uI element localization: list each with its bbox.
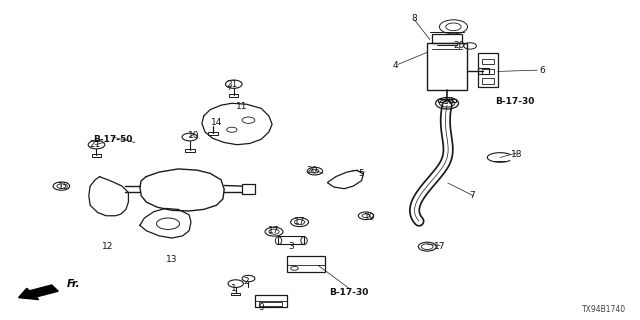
- Bar: [438, 99, 456, 102]
- Bar: [207, 132, 218, 135]
- Text: B-17-30: B-17-30: [329, 288, 369, 297]
- Bar: [259, 302, 282, 306]
- Bar: [478, 68, 488, 74]
- FancyArrow shape: [19, 285, 58, 300]
- Text: 5: 5: [358, 169, 364, 178]
- Bar: [242, 184, 255, 195]
- Bar: [184, 149, 195, 152]
- Text: 13: 13: [166, 255, 177, 264]
- Text: 1: 1: [231, 284, 237, 292]
- Text: B-17-50: B-17-50: [93, 135, 132, 144]
- Bar: [255, 295, 287, 307]
- Bar: [432, 34, 463, 43]
- Text: 17: 17: [294, 217, 305, 226]
- Text: 8: 8: [412, 14, 417, 23]
- Text: 20: 20: [454, 41, 465, 51]
- Text: Fr.: Fr.: [67, 279, 80, 289]
- Text: 15: 15: [58, 182, 69, 191]
- Bar: [287, 256, 325, 272]
- Text: TX94B1740: TX94B1740: [582, 305, 627, 314]
- Text: 21: 21: [226, 80, 237, 89]
- Bar: [481, 69, 494, 74]
- Text: 21: 21: [90, 140, 101, 149]
- Text: 3: 3: [289, 242, 294, 251]
- Text: 12: 12: [102, 242, 114, 251]
- Text: 14: 14: [211, 118, 222, 127]
- Bar: [231, 292, 240, 295]
- Text: 17: 17: [435, 242, 446, 251]
- Text: 18: 18: [511, 150, 522, 159]
- Bar: [481, 78, 494, 84]
- Text: 7: 7: [469, 191, 475, 200]
- Bar: [481, 59, 494, 64]
- Text: 4: 4: [392, 60, 398, 69]
- Bar: [478, 53, 497, 87]
- Text: B-17-30: B-17-30: [495, 97, 534, 106]
- Text: 9: 9: [259, 303, 264, 312]
- Text: 16: 16: [444, 97, 455, 106]
- Text: 20: 20: [307, 166, 318, 175]
- Text: 2: 2: [244, 277, 250, 286]
- Bar: [92, 154, 101, 157]
- Text: 10: 10: [188, 131, 199, 140]
- Bar: [278, 236, 304, 244]
- Text: 19: 19: [364, 213, 376, 222]
- Bar: [229, 94, 238, 97]
- Bar: [428, 43, 467, 90]
- Text: 17: 17: [268, 226, 280, 235]
- Text: 6: 6: [540, 66, 545, 75]
- Text: 11: 11: [236, 102, 248, 111]
